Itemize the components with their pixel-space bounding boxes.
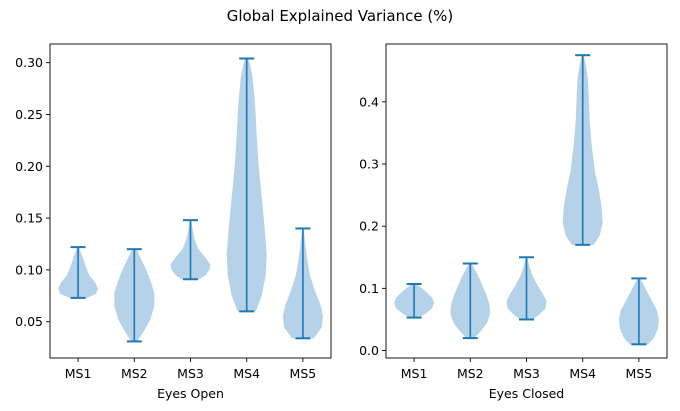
- x-tick-label: MS5: [290, 366, 317, 381]
- x-tick-label: MS4: [569, 366, 596, 381]
- y-tick-label: 0.25: [15, 107, 43, 122]
- x-tick-label: MS1: [401, 366, 428, 381]
- y-tick-label: 0.3: [359, 157, 379, 172]
- x-tick-label: MS2: [121, 366, 148, 381]
- y-tick-label: 0.1: [359, 281, 379, 296]
- x-tick-label: MS3: [513, 366, 540, 381]
- y-tick-label: 0.0: [359, 343, 379, 358]
- figure-title: Global Explained Variance (%): [226, 7, 454, 25]
- chart-eyes-open: 0.05 0.10 0.15 0.20 0.25 0.30 MS1 MS2 MS3 MS4 MS5 E…: [15, 43, 332, 401]
- y-tick-label: 0.10: [15, 262, 43, 277]
- y-tick-label: 0.30: [15, 55, 43, 70]
- y-tick-label: 0.2: [359, 219, 379, 234]
- x-tick-label: MS1: [65, 366, 92, 381]
- chart-eyes-closed: 0.0 0.1 0.2 0.3 0.4 MS1 MS2 MS3 MS4 MS5 Eyes Close…: [359, 43, 668, 401]
- y-tick-label: 0.05: [15, 314, 43, 329]
- y-tick-label: 0.4: [359, 94, 379, 109]
- y-tick-label: 0.15: [15, 211, 43, 226]
- y-tick-label: 0.20: [15, 159, 43, 174]
- x-tick-label: MS5: [626, 366, 653, 381]
- x-axis-label: Eyes Closed: [489, 386, 564, 401]
- x-tick-label: MS2: [457, 366, 484, 381]
- x-axis-label: Eyes Open: [157, 386, 224, 401]
- x-tick-label: MS4: [233, 366, 260, 381]
- x-tick-label: MS3: [177, 366, 204, 381]
